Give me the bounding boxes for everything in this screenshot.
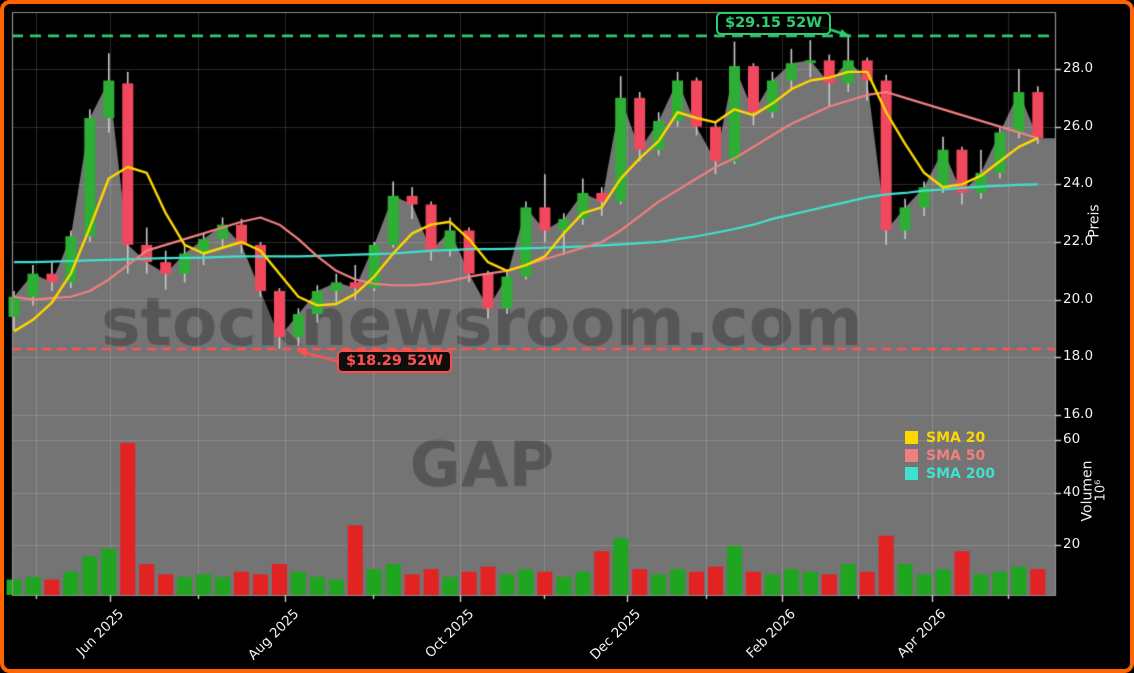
price-volume-chart-canvas xyxy=(0,0,1134,673)
stock-chart: 28.0 26.0 24.0 22.0 20.0 18.0 16.0 60 40 20 Jun … xyxy=(0,0,1134,673)
